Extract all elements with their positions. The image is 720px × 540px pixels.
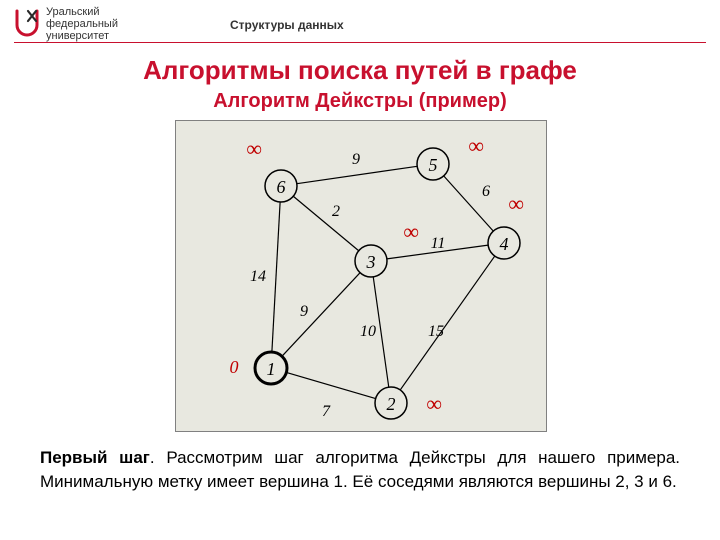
step-strong: Первый шаг xyxy=(40,448,150,467)
logo-line1: Уральский xyxy=(46,6,118,18)
svg-text:9: 9 xyxy=(352,151,360,168)
graph-svg: 7914101511296102∞3∞4∞5∞6∞ xyxy=(176,121,546,431)
svg-text:1: 1 xyxy=(267,359,276,379)
page-subtitle: Алгоритм Дейкстры (пример) xyxy=(0,90,720,113)
logo-line2: федеральный xyxy=(46,18,118,30)
svg-text:2: 2 xyxy=(332,203,340,220)
svg-text:6: 6 xyxy=(482,183,490,200)
svg-text:3: 3 xyxy=(366,252,376,272)
svg-text:4: 4 xyxy=(500,234,509,254)
svg-text:∞: ∞ xyxy=(468,133,484,158)
svg-text:0: 0 xyxy=(230,357,239,377)
step-description: Первый шаг. Рассмотрим шаг алгоритма Дей… xyxy=(40,446,680,494)
svg-text:∞: ∞ xyxy=(426,391,442,416)
logo: Уральский федеральный университет xyxy=(14,6,118,42)
logo-icon xyxy=(14,9,40,39)
svg-text:11: 11 xyxy=(431,235,446,252)
logo-line3: университет xyxy=(46,30,118,42)
svg-text:10: 10 xyxy=(360,323,376,340)
svg-text:15: 15 xyxy=(428,323,444,340)
svg-text:6: 6 xyxy=(277,177,286,197)
logo-text: Уральский федеральный университет xyxy=(46,6,118,42)
course-title: Структуры данных xyxy=(230,18,344,32)
svg-text:2: 2 xyxy=(387,394,396,414)
page-title: Алгоритмы поиска путей в графе xyxy=(0,55,720,86)
svg-text:5: 5 xyxy=(429,155,438,175)
header-divider xyxy=(14,42,706,43)
graph-diagram: 7914101511296102∞3∞4∞5∞6∞ xyxy=(175,120,547,432)
svg-text:14: 14 xyxy=(250,268,266,285)
svg-text:9: 9 xyxy=(300,303,308,320)
svg-text:∞: ∞ xyxy=(508,191,524,216)
svg-text:∞: ∞ xyxy=(246,136,262,161)
svg-text:∞: ∞ xyxy=(403,219,419,244)
svg-text:7: 7 xyxy=(322,403,331,420)
